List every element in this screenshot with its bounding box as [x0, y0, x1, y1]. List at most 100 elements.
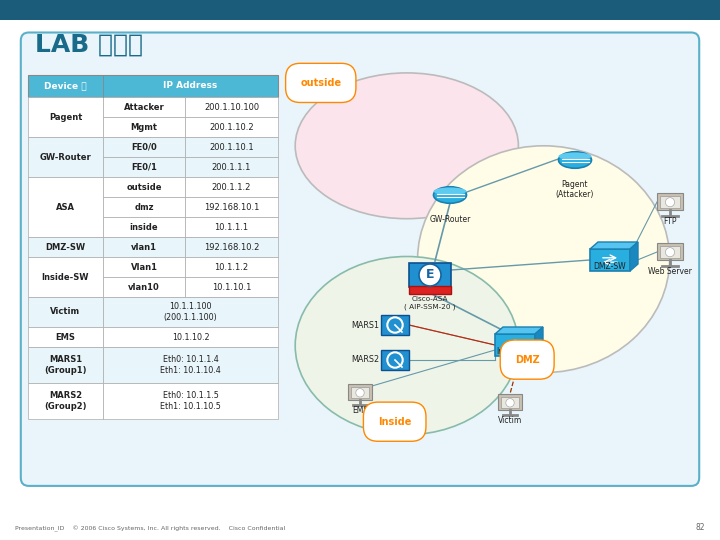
Text: EMS: EMS	[55, 333, 76, 341]
Text: LAB 구성도: LAB 구성도	[35, 33, 143, 57]
Circle shape	[419, 264, 441, 286]
Text: Vlan1: Vlan1	[130, 262, 158, 272]
Text: Attacker: Attacker	[124, 103, 164, 111]
Text: MARS1
(Group1): MARS1 (Group1)	[44, 355, 86, 375]
Text: Inside-SW: Inside-SW	[496, 347, 534, 356]
Text: Victim: Victim	[50, 307, 81, 316]
Polygon shape	[495, 327, 543, 334]
Text: Web Server: Web Server	[648, 267, 692, 275]
Text: DMZ-SW: DMZ-SW	[45, 242, 86, 252]
FancyBboxPatch shape	[21, 32, 699, 486]
Bar	[660, 246, 680, 258]
Bar	[103, 327, 278, 347]
Text: Eth0: 10.1.1.4
Eth1: 10.1.10.4: Eth0: 10.1.1.4 Eth1: 10.1.10.4	[160, 355, 221, 375]
Ellipse shape	[418, 146, 670, 373]
Text: Presentation_ID    © 2006 Cisco Systems, Inc. All rights reserved.    Cisco Conf: Presentation_ID © 2006 Cisco Systems, In…	[15, 525, 285, 532]
Circle shape	[665, 248, 675, 256]
Text: Pagent
(Attacker): Pagent (Attacker)	[556, 180, 594, 199]
Ellipse shape	[433, 187, 467, 203]
Bar	[185, 117, 278, 137]
Bar	[28, 297, 103, 327]
Bar	[103, 237, 185, 257]
Bar	[500, 397, 519, 408]
Text: 200.1.10.1: 200.1.10.1	[210, 143, 254, 152]
Bar	[103, 197, 185, 217]
Bar	[657, 243, 683, 260]
Bar	[185, 237, 278, 257]
Bar	[409, 286, 451, 294]
Text: 10.1.1.1: 10.1.1.1	[215, 222, 248, 232]
Text: FE0/1: FE0/1	[131, 163, 157, 172]
Bar	[103, 347, 278, 383]
Bar	[185, 197, 278, 217]
Circle shape	[505, 399, 514, 407]
Text: 200.1.10.2: 200.1.10.2	[210, 123, 254, 132]
Text: Victim: Victim	[498, 416, 522, 425]
Bar	[185, 97, 278, 117]
Bar	[103, 137, 185, 157]
Bar	[103, 297, 278, 327]
Text: FTP: FTP	[663, 217, 677, 226]
Text: outside: outside	[126, 183, 162, 192]
Text: DMZ: DMZ	[515, 355, 539, 365]
Text: Mgmt: Mgmt	[130, 123, 158, 132]
Text: Pagent: Pagent	[49, 112, 82, 122]
Bar	[28, 347, 103, 383]
Text: vlan10: vlan10	[128, 282, 160, 292]
Bar	[409, 263, 451, 287]
Circle shape	[356, 389, 364, 397]
Polygon shape	[535, 327, 543, 356]
Text: vlan1: vlan1	[131, 242, 157, 252]
Text: Eth0: 10.1.1.5
Eth1: 10.1.10.5: Eth0: 10.1.1.5 Eth1: 10.1.10.5	[160, 392, 221, 411]
Ellipse shape	[433, 187, 467, 195]
Text: DMZ-SW: DMZ-SW	[594, 262, 626, 271]
Bar	[103, 117, 185, 137]
Text: 10.1.10.2: 10.1.10.2	[171, 333, 210, 341]
Text: 192.168.10.2: 192.168.10.2	[204, 242, 259, 252]
Ellipse shape	[295, 256, 518, 435]
Text: 10.1.1.2: 10.1.1.2	[215, 262, 248, 272]
Text: MARS2
(Group2): MARS2 (Group2)	[44, 392, 86, 411]
Text: FE0/0: FE0/0	[131, 143, 157, 152]
Bar	[495, 334, 535, 356]
Bar	[351, 387, 369, 398]
Text: inside: inside	[130, 222, 158, 232]
Text: GW-Router: GW-Router	[429, 215, 471, 224]
Text: MARS2: MARS2	[351, 355, 379, 364]
Ellipse shape	[559, 152, 592, 160]
Bar	[28, 137, 103, 177]
Text: 200.1.10.100: 200.1.10.100	[204, 103, 259, 111]
Bar	[103, 177, 185, 197]
Text: 200.1.1.2: 200.1.1.2	[212, 183, 251, 192]
Bar	[103, 383, 278, 419]
Bar	[348, 384, 372, 400]
Bar	[28, 257, 103, 297]
Bar	[381, 315, 409, 335]
Bar	[28, 383, 103, 419]
Ellipse shape	[295, 73, 518, 219]
Bar	[103, 257, 185, 277]
Text: 192.168.10.1: 192.168.10.1	[204, 202, 259, 212]
Text: Inside: Inside	[378, 417, 411, 427]
Bar	[0, 0, 720, 20]
Text: Device 명: Device 명	[44, 82, 87, 91]
Bar	[498, 394, 522, 410]
Text: 82: 82	[696, 523, 705, 532]
Bar	[185, 177, 278, 197]
Bar	[185, 257, 278, 277]
Polygon shape	[630, 242, 638, 271]
Bar	[103, 217, 185, 237]
Text: E: E	[426, 268, 434, 281]
Text: dmz: dmz	[134, 202, 154, 212]
Text: EMS: EMS	[352, 406, 368, 415]
Bar	[28, 97, 103, 137]
Bar	[28, 327, 103, 347]
Bar	[103, 97, 185, 117]
Bar	[657, 193, 683, 210]
Circle shape	[665, 198, 675, 207]
Text: Cisco-ASA
( AIP-SSM-20 ): Cisco-ASA ( AIP-SSM-20 )	[404, 296, 456, 310]
Text: Inside-SW: Inside-SW	[42, 273, 89, 281]
Text: outside: outside	[300, 78, 341, 88]
Bar	[185, 157, 278, 177]
Bar	[185, 217, 278, 237]
